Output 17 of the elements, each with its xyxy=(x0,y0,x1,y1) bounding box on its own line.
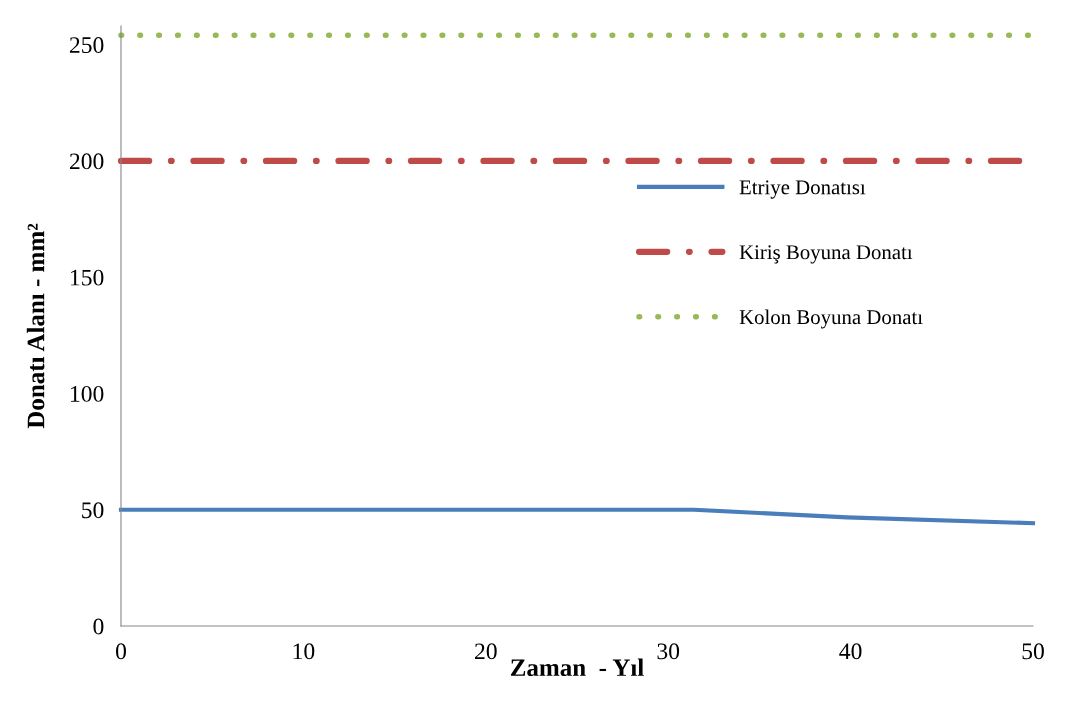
y-tick-label: 250 xyxy=(69,37,104,54)
x-tick-label: 40 xyxy=(839,643,862,660)
x-tick-label: 0 xyxy=(116,643,126,660)
x-tick-label: 20 xyxy=(475,643,497,660)
x-tick-label: 30 xyxy=(657,643,680,660)
y-axis-title: Donatı Alanı - mm² xyxy=(26,223,45,429)
legend-label: Etriye Donatısı xyxy=(739,180,866,199)
y-tick-label: 150 xyxy=(70,269,104,286)
y-tick-label: 100 xyxy=(70,385,104,402)
x-axis-title: Zaman - Yıl xyxy=(510,658,644,677)
x-tick-label: 50 xyxy=(1022,643,1044,660)
x-tick-label: 10 xyxy=(293,643,315,660)
y-tick-label: 50 xyxy=(82,502,104,519)
y-tick-label: 0 xyxy=(93,618,104,635)
legend-label: Kolon Boyuna Donatı xyxy=(739,309,923,329)
legend-label: Kiriş Boyuna Donatı xyxy=(739,245,913,264)
y-tick-label: 200 xyxy=(69,153,104,170)
